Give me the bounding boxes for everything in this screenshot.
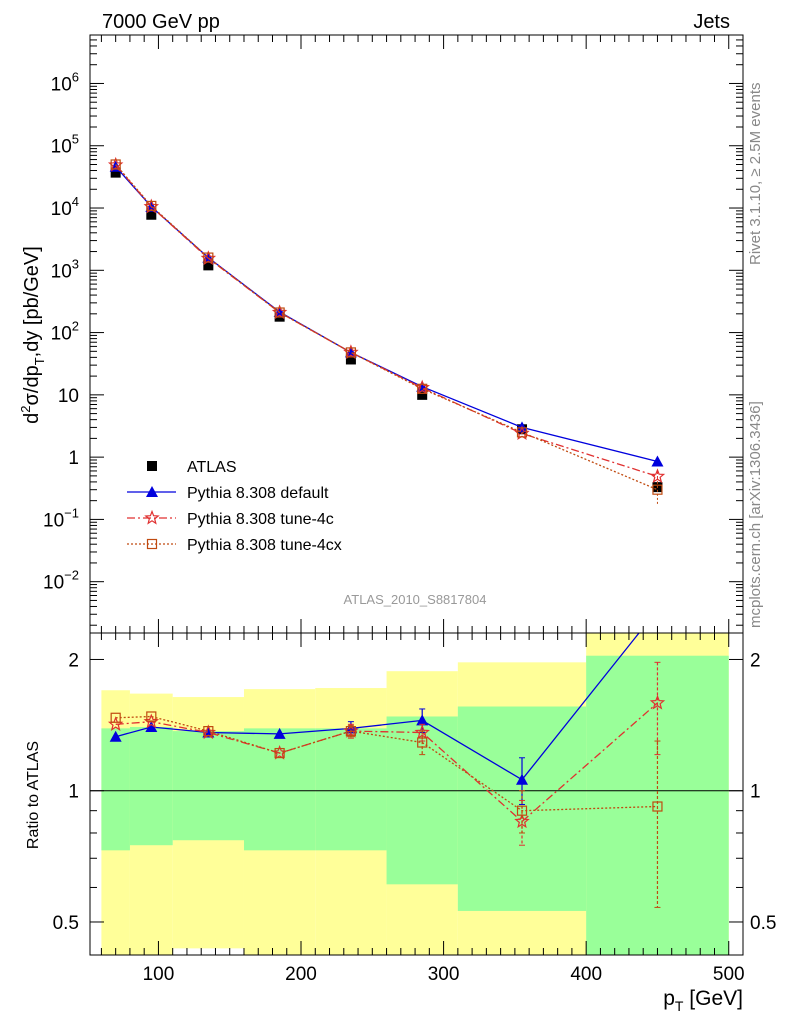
main-line-default [115, 166, 658, 463]
ratio-y-tick-label-left: 0.5 [53, 913, 79, 934]
main-point-default [651, 455, 664, 467]
ratio-point-tune4c [514, 813, 530, 829]
ratio-y-axis: 0.5 0.5 1 1 2 2 [53, 650, 777, 934]
header-left: 7000 GeV pp [102, 11, 220, 33]
rivet-label: Rivet 3.1.10, ≥ 2.5M events [747, 83, 764, 266]
main-point-tune4cx [146, 200, 157, 212]
main-point-data [203, 260, 214, 271]
ratio-y-axis-title: Ratio to ATLAS [25, 741, 42, 849]
ratio-y-tick-label-right: 0.5 [750, 913, 776, 934]
ratio-frame [89, 632, 744, 956]
main-point-data [345, 354, 356, 365]
legend-marker-tune4cx [146, 538, 158, 550]
ratio-point-tune4cx [417, 737, 428, 748]
main-point-data [417, 389, 428, 400]
legend-item-tune4cx: Pythia 8.308 tune-4cx [127, 537, 342, 554]
legend-marker-default [146, 486, 158, 497]
x-axis: 100 200 300 400 500 [100, 633, 745, 985]
ratio-band-inner [386, 716, 458, 885]
main-point-tune4cx [345, 347, 357, 358]
main-y-tick-label: 10−2 [43, 568, 79, 594]
x-tick-label: 100 [143, 964, 175, 985]
main-point-data [110, 167, 121, 178]
main-y-tick-label: 10 [58, 386, 79, 407]
main-series-tune4c [107, 156, 666, 484]
ratio-plot: 0.5 0.5 1 1 2 2 100 200 300 400 500 [53, 632, 777, 985]
ratio-point-default [109, 730, 122, 742]
ratio-band-inner [457, 706, 587, 911]
ratio-y-tick-label-left: 2 [68, 650, 79, 671]
main-point-tune4cx [417, 383, 428, 394]
ratio-line-default [115, 633, 640, 781]
ratio-point-tune4cx [274, 747, 285, 759]
ratio-series-tune4cx [110, 711, 663, 908]
ratio-point-tune4cx [203, 726, 214, 737]
main-y-tick-label: 10−1 [43, 505, 79, 531]
ratio-y-tick-label-right: 2 [750, 650, 761, 671]
main-point-tune4cx [110, 159, 121, 170]
x-tick-label: 400 [570, 964, 602, 985]
legend-marker-data [147, 461, 157, 471]
ratio-band-inner [172, 731, 244, 841]
ratio-point-default [145, 721, 158, 733]
main-point-tune4cx [516, 427, 528, 438]
ratio-band-inner [315, 728, 387, 851]
legend-item-data: ATLAS [147, 459, 237, 476]
ratio-band-inner [101, 728, 130, 851]
watermark: ATLAS_2010_S8817804 [344, 592, 487, 607]
ratio-line-tune4cx [115, 715, 658, 812]
x-axis-title: pT [GeV] [663, 987, 743, 1014]
main-point-tune4c [649, 468, 666, 484]
x-tick-label: 200 [285, 964, 317, 985]
main-line-tune4c [115, 164, 658, 478]
main-point-tune4cx [274, 307, 285, 318]
ratio-point-tune4c [649, 694, 666, 710]
main-y-tick-label: 1 [68, 448, 79, 469]
ratio-point-tune4c [414, 724, 430, 740]
main-series-default [109, 160, 664, 467]
main-point-tune4cx [203, 252, 214, 263]
mcplots-label: mcplots.cern.ch [arXiv:1306.3436] [747, 401, 764, 628]
ratio-point-tune4cx [516, 805, 528, 816]
legend-label-default: Pythia 8.308 default [187, 485, 329, 502]
main-plot: 10−2 10−1 1 10 102 103 104 105 106 [43, 34, 744, 634]
main-y-tick-label: 106 [51, 69, 79, 95]
main-y-tick-label: 105 [51, 132, 79, 158]
header-right: Jets [693, 11, 730, 33]
main-series-data [110, 167, 663, 493]
ratio-y-tick-label-left: 1 [68, 782, 79, 803]
legend-item-default: Pythia 8.308 default [127, 485, 329, 502]
ratio-y-tick-label-right: 1 [750, 782, 761, 803]
ratio-point-tune4cx [110, 712, 121, 723]
ratio-point-tune4cx [652, 801, 663, 812]
ratio-point-default [273, 727, 286, 739]
main-point-data [146, 209, 157, 220]
legend: ATLAS Pythia 8.308 default Pythia 8.308 tu… [127, 459, 342, 554]
legend-label-tune4c: Pythia 8.308 tune-4c [187, 511, 334, 528]
main-y-tick-label: 104 [51, 194, 79, 220]
main-y-tick-label: 103 [51, 256, 79, 282]
main-y-tick-label: 102 [51, 319, 79, 345]
ratio-content [90, 633, 743, 955]
ratio-band-inner [586, 655, 729, 955]
main-y-axis: 10−2 10−1 1 10 102 103 104 105 106 [43, 34, 743, 633]
legend-item-tune4c: Pythia 8.308 tune-4c [127, 509, 334, 528]
main-y-axis-title: d2σ/dpT,dy [pb/GeV] [18, 246, 47, 424]
x-tick-label: 500 [713, 964, 745, 985]
legend-label-data: ATLAS [187, 459, 237, 476]
legend-label-tune4cx: Pythia 8.308 tune-4cx [187, 537, 342, 554]
ratio-band-inner [129, 727, 173, 846]
ratio-point-default [516, 773, 529, 785]
x-tick-label: 300 [428, 964, 460, 985]
legend-marker-tune4c [144, 509, 160, 525]
ratio-point-tune4cx [345, 726, 357, 737]
ratio-point-tune4cx [146, 711, 157, 722]
ratio-point-default [416, 714, 429, 726]
main-series-tune4cx [110, 159, 663, 495]
